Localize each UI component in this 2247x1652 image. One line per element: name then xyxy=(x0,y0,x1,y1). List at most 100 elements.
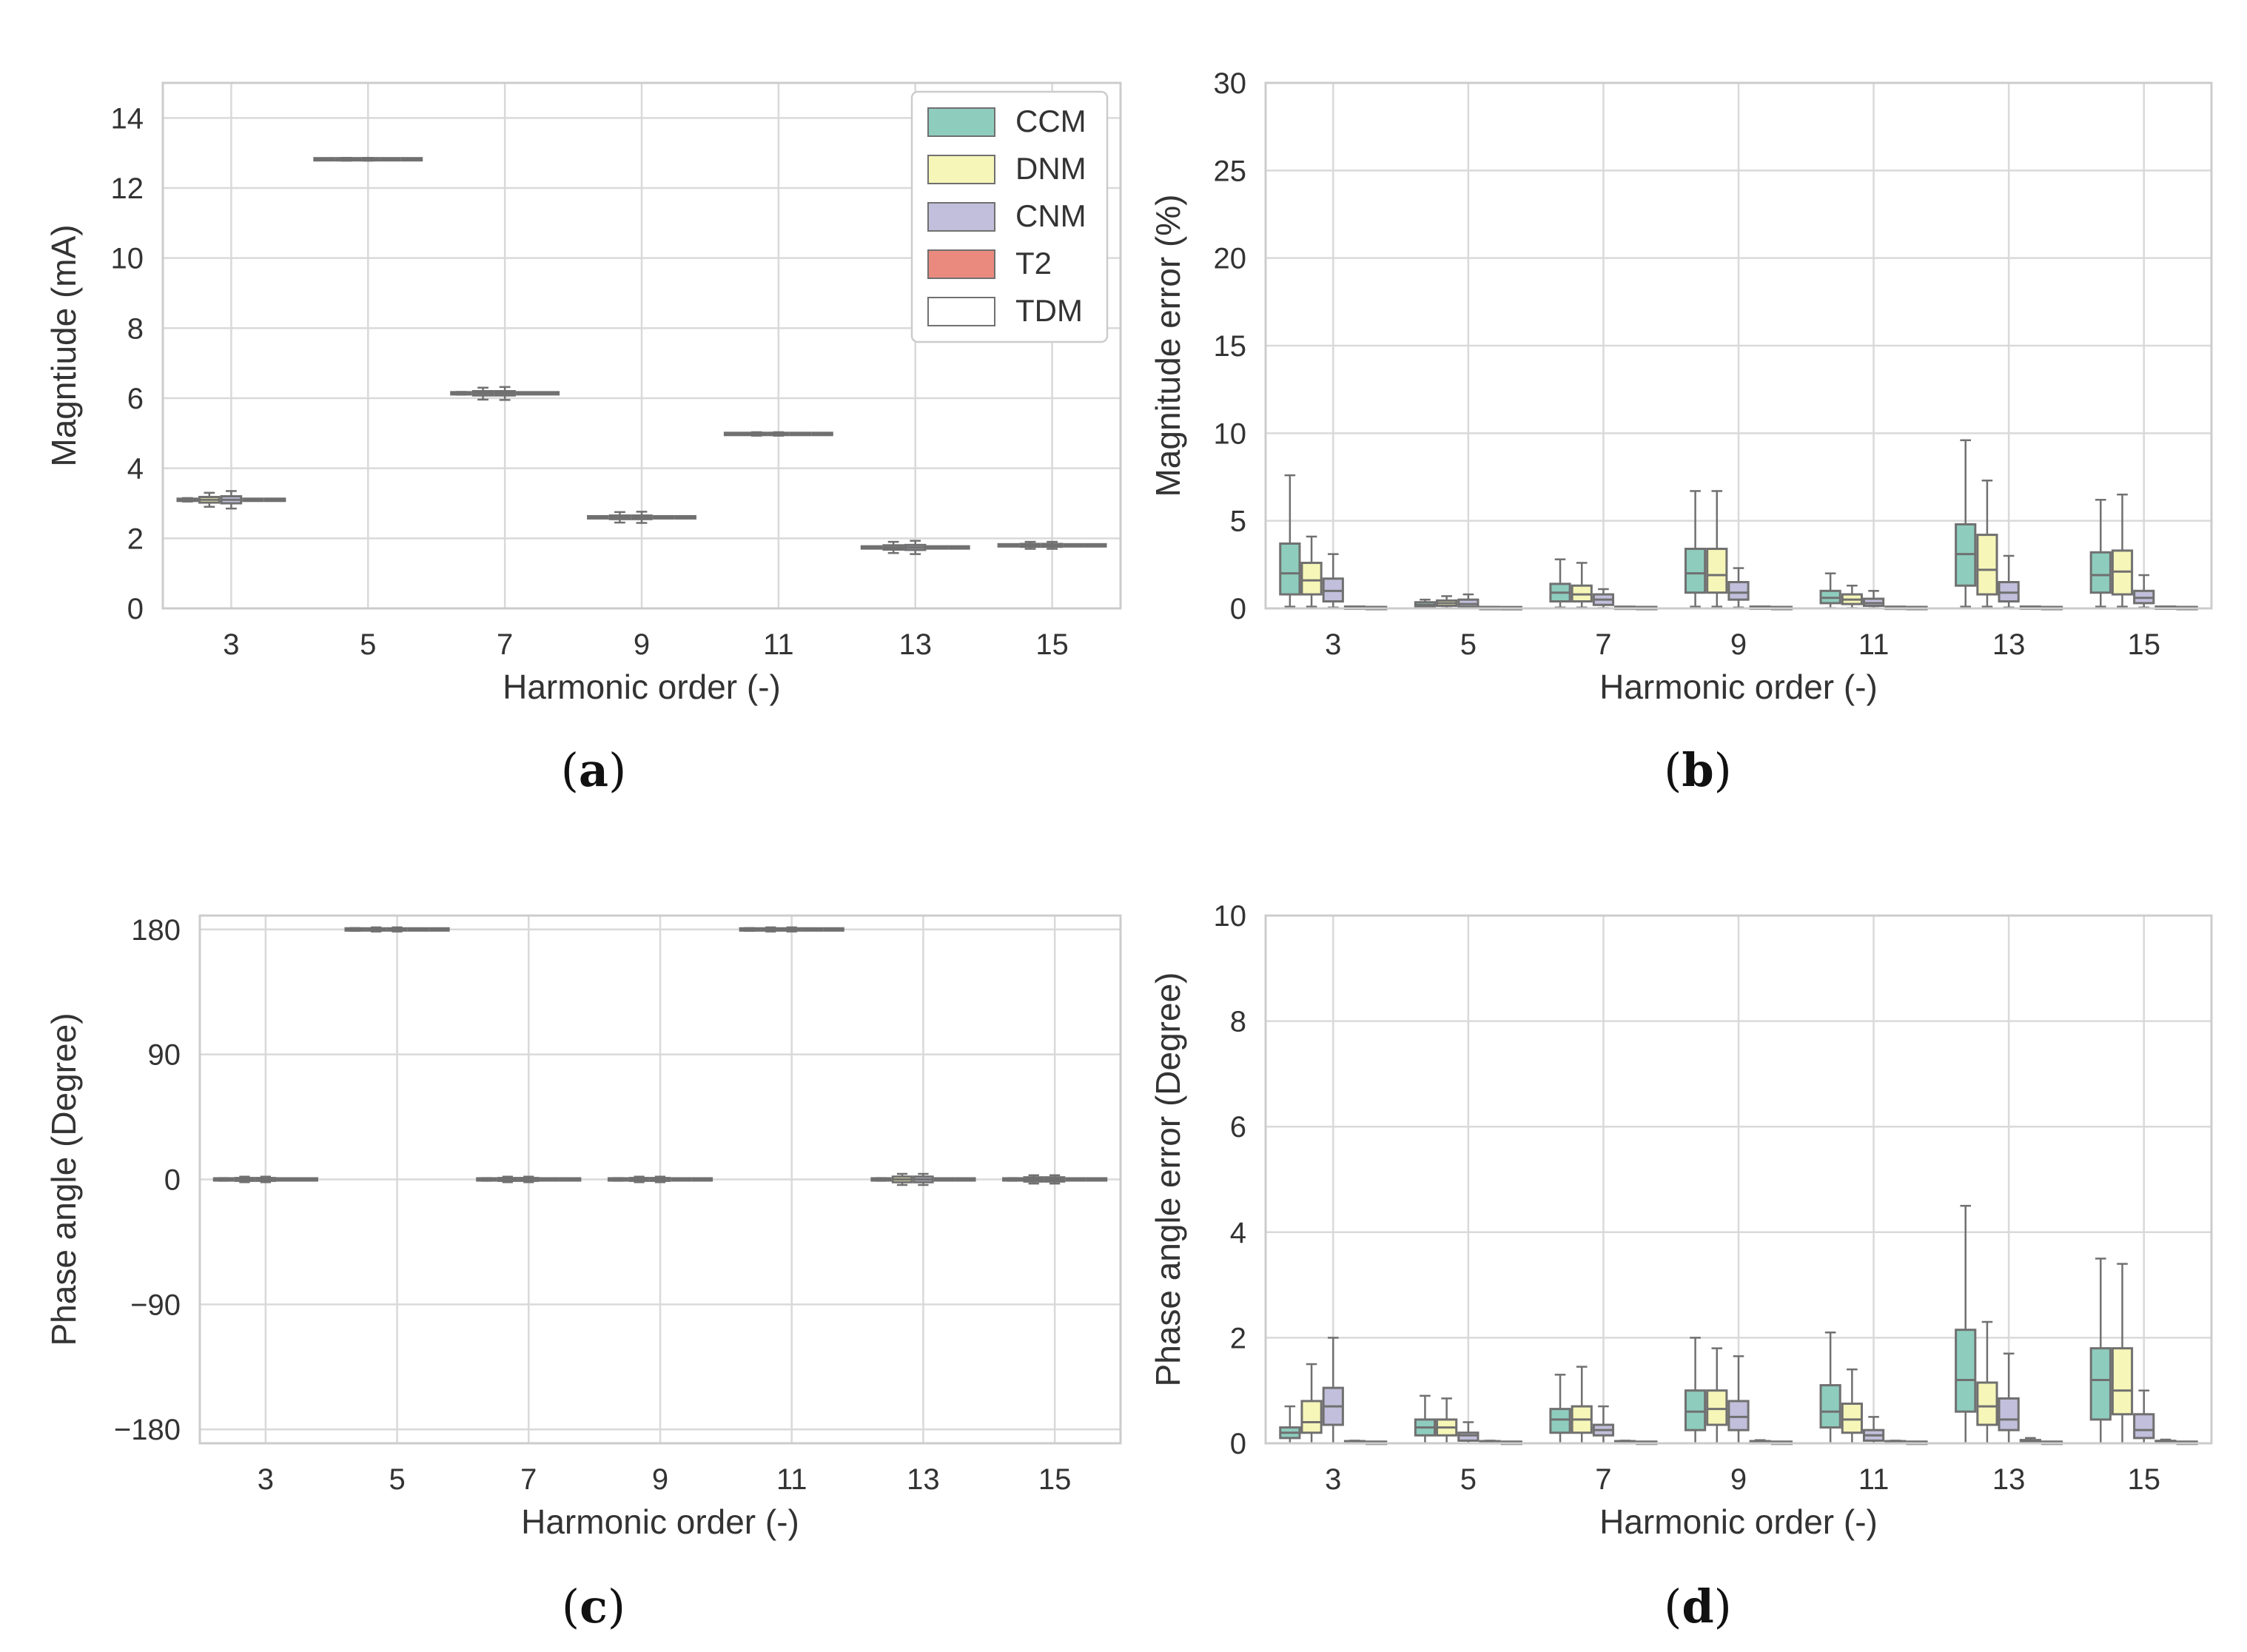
box-t2-h3 xyxy=(276,1177,298,1182)
box-dnm-h9 xyxy=(608,511,631,524)
box-cnm-h7 xyxy=(494,386,516,401)
box-body xyxy=(1706,548,1728,594)
y-tick-label: 10 xyxy=(1214,417,1247,450)
plot-frame xyxy=(1264,914,2213,1445)
box-tdm-h13 xyxy=(955,1177,976,1182)
x-tick-label: 15 xyxy=(1035,628,1069,661)
y-axis-label: Magntiude (mA) xyxy=(44,224,83,466)
panel-caption: (a) xyxy=(561,743,627,797)
box-body xyxy=(1684,1389,1707,1431)
y-tick-label: 6 xyxy=(127,383,144,415)
box-ccm-h13 xyxy=(1955,1204,1977,1445)
panel-caption: (d) xyxy=(1664,1579,1732,1633)
x-tick-label: 13 xyxy=(899,628,932,661)
box-dnm-h13 xyxy=(1976,1320,1998,1445)
caption-letter: d xyxy=(1682,1579,1713,1633)
plot-frame xyxy=(161,81,1122,610)
box-body xyxy=(1841,1403,1863,1434)
legend-label-cnm: CNM xyxy=(1015,198,1086,233)
y-tick-label: 4 xyxy=(1230,1217,1246,1249)
box-tdm-h3 xyxy=(263,497,286,503)
legend-swatch-t2 xyxy=(927,249,995,279)
box-t2-h7 xyxy=(539,1177,560,1182)
x-tick-label: 15 xyxy=(2127,1463,2160,1496)
x-tick-label: 5 xyxy=(360,628,376,661)
x-tick-label: 7 xyxy=(1595,628,1611,661)
legend-label-ccm: CCM xyxy=(1015,104,1086,138)
box-dnm-h15 xyxy=(1023,1174,1044,1185)
box-dnm-h11 xyxy=(1841,1368,1863,1445)
box-dnm-h3 xyxy=(198,491,221,508)
caption-letter: a xyxy=(579,743,608,797)
x-tick-label: 13 xyxy=(1992,1463,2026,1496)
y-tick-label: 0 xyxy=(1230,1428,1246,1460)
legend-frame xyxy=(910,90,1109,343)
plot-frame xyxy=(1264,81,2213,610)
box-dnm-h9 xyxy=(628,1175,650,1183)
box-ccm-h11 xyxy=(1819,1332,1841,1445)
y-tick-label: 14 xyxy=(111,102,144,135)
x-tick-label: 9 xyxy=(1730,628,1747,661)
box-dnm-h11 xyxy=(745,431,768,437)
x-tick-label: 7 xyxy=(497,628,513,661)
legend-label-tdm: TDM xyxy=(1015,293,1083,328)
x-tick-label: 3 xyxy=(1325,1463,1341,1496)
box-cnm-h9 xyxy=(1727,567,1750,609)
box-ccm-h9 xyxy=(1684,1337,1707,1445)
x-tick-label: 15 xyxy=(2127,628,2160,661)
box-cnm-h9 xyxy=(649,1175,671,1183)
caption-close-paren: ) xyxy=(608,1579,625,1633)
box-dnm-h7 xyxy=(471,386,494,401)
box-dnm-h3 xyxy=(1300,1363,1323,1445)
box-cnm-h15 xyxy=(1044,1174,1066,1185)
box-cnm-h3 xyxy=(220,490,243,510)
box-cnm-h9 xyxy=(1727,1355,1750,1445)
box-dnm-h3 xyxy=(1300,535,1323,608)
box-t2-h15 xyxy=(1065,1177,1086,1182)
y-tick-label: 5 xyxy=(1230,506,1246,538)
y-tick-label: 2 xyxy=(127,523,144,555)
box-ccm-h15 xyxy=(997,543,1020,548)
box-t2-h5 xyxy=(407,927,429,932)
x-tick-label: 9 xyxy=(652,1463,668,1496)
box-tdm-h9 xyxy=(691,1177,713,1182)
y-axis-label: Phase angle (Degree) xyxy=(44,1013,83,1346)
x-tick-label: 3 xyxy=(223,628,239,661)
panel-caption: (c) xyxy=(562,1579,625,1633)
box-ccm-h15 xyxy=(2089,1258,2112,1445)
box-ccm-h15 xyxy=(1002,1177,1024,1182)
box-ccm-h13 xyxy=(1955,439,1977,608)
box-t2-h13 xyxy=(933,1177,955,1182)
box-dnm-h13 xyxy=(882,540,904,554)
box-t2-h15 xyxy=(1063,543,1085,548)
box-cnm-h5 xyxy=(386,926,408,933)
legend-swatch-tdm xyxy=(927,297,995,326)
box-t2-h9 xyxy=(671,1177,692,1182)
box-t2-h11 xyxy=(789,432,812,437)
box-body xyxy=(1976,534,1998,596)
box-ccm-h9 xyxy=(1684,490,1707,608)
box-cnm-h13 xyxy=(904,540,927,555)
y-tick-label: 180 xyxy=(131,914,181,947)
x-tick-label: 3 xyxy=(1325,628,1341,661)
y-tick-label: 10 xyxy=(1214,900,1247,933)
x-tick-label: 9 xyxy=(1730,1463,1747,1496)
box-ccm-h7 xyxy=(450,391,472,396)
box-ccm-h13 xyxy=(870,1177,892,1182)
panel-d: 0 2 4 6 8 10 3 5 7 9 11 13 15 Harmonic order (-) Phase… xyxy=(1149,900,2213,1633)
x-tick-label: 13 xyxy=(1992,628,2026,661)
box-t2-h9 xyxy=(652,514,675,520)
y-tick-label: 10 xyxy=(111,243,144,275)
caption-open-paren: ( xyxy=(1664,743,1682,797)
box-body xyxy=(1279,542,1301,596)
caption-open-paren: ( xyxy=(561,743,579,797)
box-tdm-h11 xyxy=(823,927,844,932)
legend-label-dnm: DNM xyxy=(1015,151,1086,186)
box-body xyxy=(1300,1400,1323,1434)
box-body xyxy=(2111,1347,2134,1416)
box-dnm-h9 xyxy=(1706,1347,1728,1445)
box-cnm-h7 xyxy=(518,1175,540,1183)
box-t2-h5 xyxy=(379,157,401,162)
